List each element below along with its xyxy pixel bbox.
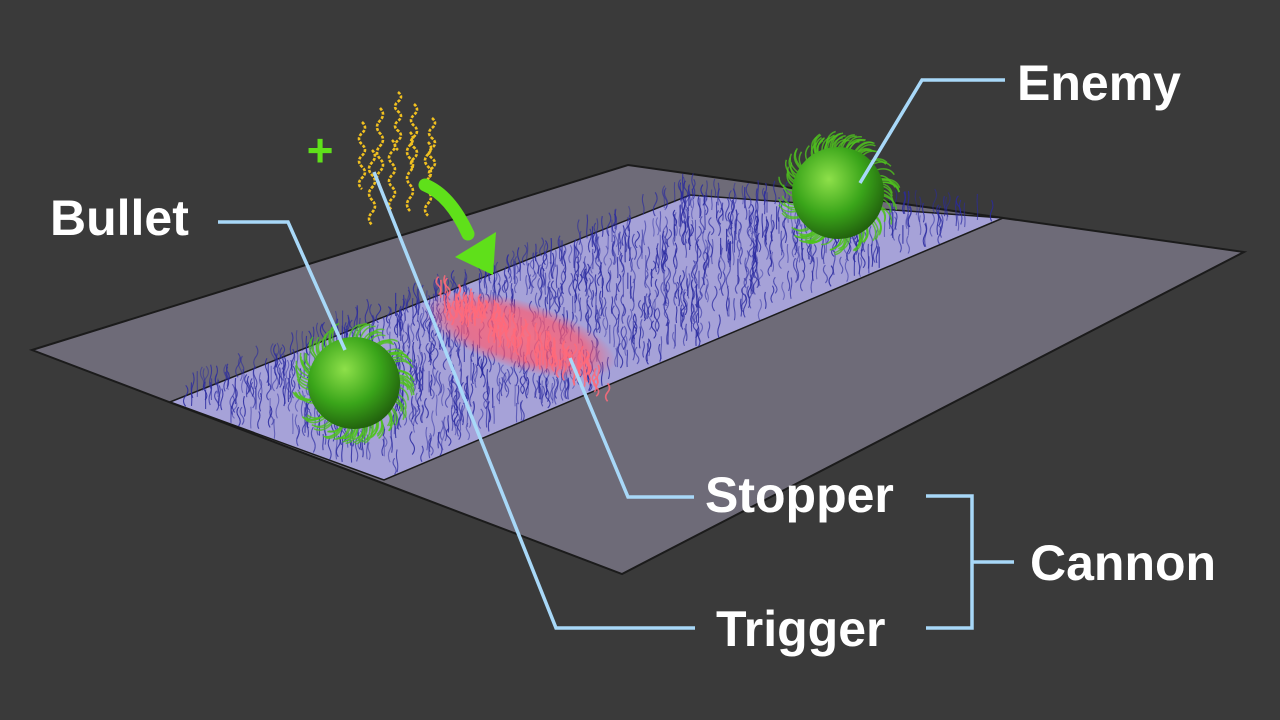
stopper-leader-line xyxy=(568,357,694,499)
trigger-leader-line xyxy=(372,171,695,630)
insertion-arrow xyxy=(418,178,496,275)
enemy-sphere xyxy=(778,130,901,256)
stopper-patch xyxy=(423,274,617,402)
cannon-label: Cannon xyxy=(1030,535,1217,591)
trigger-label: Trigger xyxy=(716,601,886,657)
enemy-label: Enemy xyxy=(1017,55,1181,111)
add-symbol: + xyxy=(307,124,334,176)
bullet-label: Bullet xyxy=(50,190,189,246)
trigger-strands xyxy=(357,90,437,226)
enemy-leader-line xyxy=(858,78,1005,184)
stopper-label: Stopper xyxy=(705,467,894,523)
cannon-bracket xyxy=(926,494,974,630)
bullet-sphere xyxy=(292,322,415,445)
bullet-leader-line xyxy=(218,220,347,351)
